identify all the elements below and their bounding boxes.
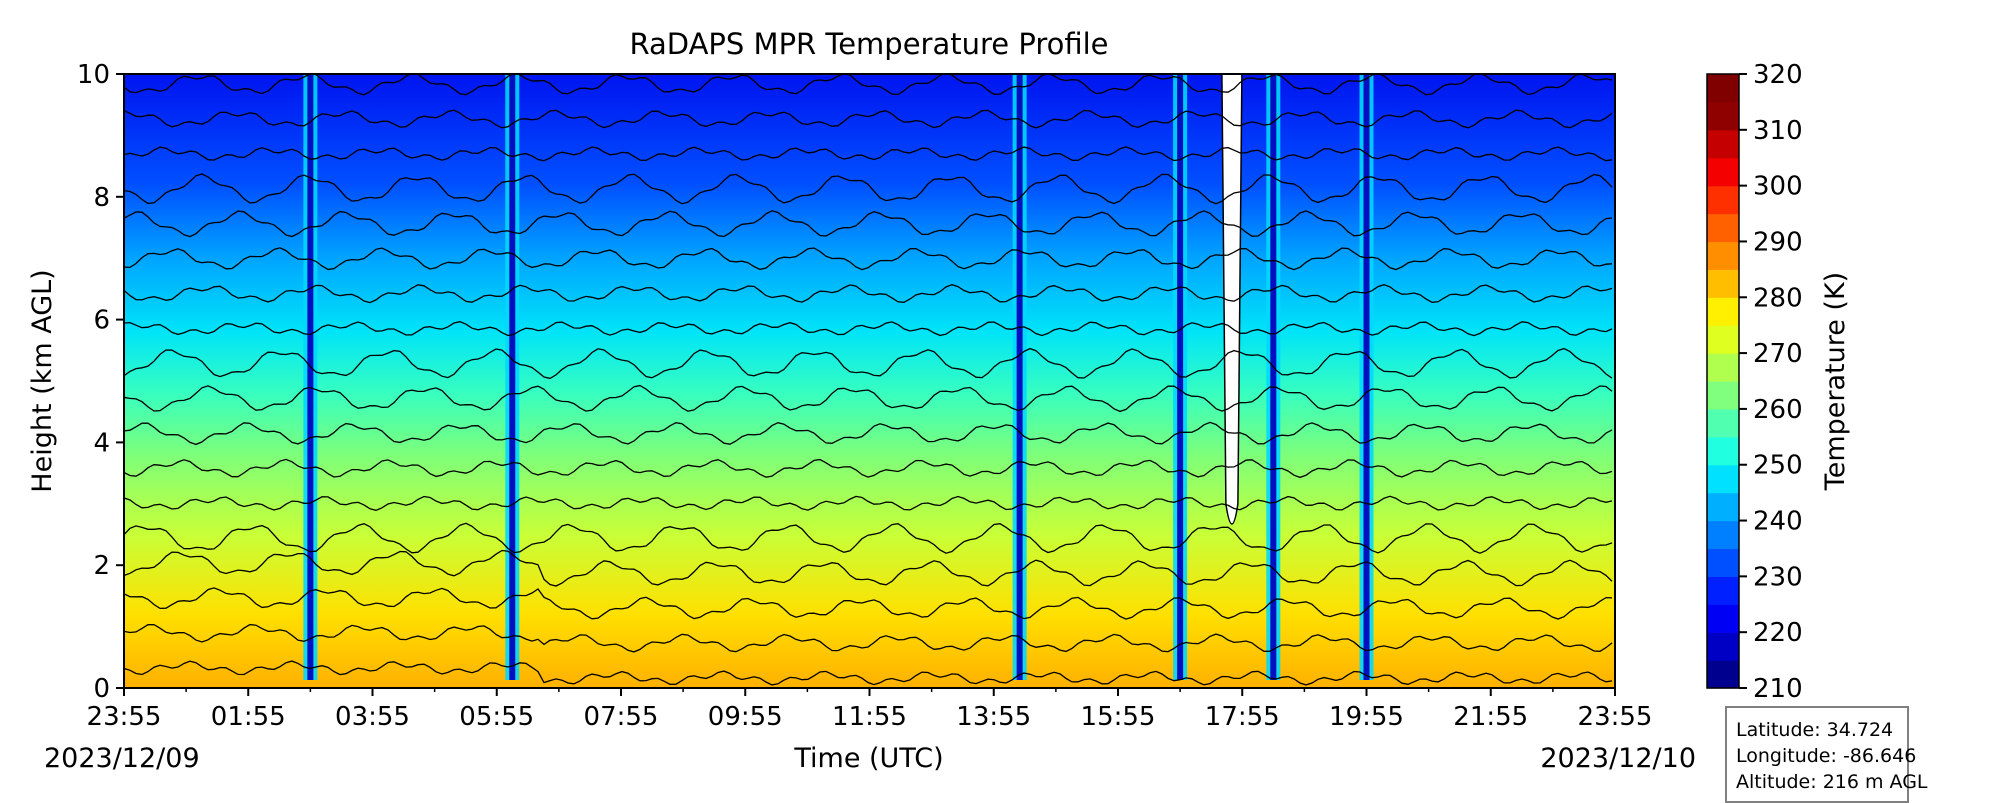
colorbar-tick-label: 320 [1753, 60, 1803, 90]
colorbar-level [1707, 269, 1739, 298]
date-end-label: 2023/12/10 [1540, 743, 1696, 774]
colorbar-label: Temperature (K) [1820, 272, 1851, 491]
cold-spike-core [1363, 74, 1370, 680]
contour-line [124, 173, 1613, 205]
x-axis-label: Time (UTC) [793, 743, 943, 774]
colorbar-level [1707, 297, 1739, 326]
colorbar-tick-label: 310 [1753, 116, 1803, 146]
colorbar-level [1707, 660, 1739, 689]
chart-title: RaDAPS MPR Temperature Profile [629, 27, 1108, 61]
contour-line [124, 284, 1613, 304]
temperature-field [124, 74, 1615, 688]
colorbar-tick-label: 290 [1753, 227, 1803, 257]
colorbar-tick-label: 210 [1753, 674, 1803, 704]
y-tick-label: 6 [93, 306, 110, 336]
y-tick-label: 8 [93, 183, 110, 213]
contour-line [124, 660, 1613, 686]
colorbar-frame [1706, 73, 1740, 689]
colorbar-level [1707, 520, 1739, 550]
x-tick-label: 11:55 [832, 702, 907, 732]
contour-layer [124, 74, 1613, 686]
contour-line [124, 522, 1613, 554]
cold-spike-core [1270, 74, 1277, 680]
x-tick-label: 21:55 [1453, 702, 1528, 732]
colorbar-tick-label: 230 [1753, 562, 1803, 592]
colorbar-tick-label: 300 [1753, 172, 1803, 202]
colorbar-level [1707, 129, 1739, 159]
plot-area [124, 74, 1615, 688]
x-tick-label: 23:55 [1578, 702, 1653, 732]
y-tick-label: 2 [93, 551, 110, 581]
x-tick-label: 05:55 [459, 702, 534, 732]
colorbar: 210 220 230 240 250 260 270 280 290 300 310 320 [1706, 60, 1803, 704]
cold-spike-core [509, 74, 516, 680]
contour-line [124, 321, 1613, 337]
colorbar-tick-label: 220 [1753, 618, 1803, 648]
y-axis: 0 2 4 6 8 10 [77, 60, 124, 704]
colorbar-level [1707, 213, 1739, 243]
y-tick-label: 0 [93, 674, 110, 704]
longitude-text: Longitude: -86.646 [1736, 745, 1917, 767]
x-tick-label: 01:55 [211, 702, 286, 732]
colorbar-tick-label: 280 [1753, 283, 1803, 313]
latitude-text: Latitude: 34.724 [1736, 719, 1894, 741]
y-tick-label: 10 [77, 60, 110, 90]
colorbar-level [1707, 381, 1739, 410]
cold-spike-core [307, 74, 314, 680]
colorbar-level [1707, 408, 1739, 438]
contour-line [124, 587, 1613, 620]
colorbar-level [1707, 548, 1739, 577]
colorbar-level [1707, 632, 1739, 661]
contour-line [124, 549, 1613, 587]
contour-line [124, 347, 1613, 380]
colorbar-level [1707, 185, 1739, 215]
colorbar-level [1707, 436, 1739, 466]
x-tick-label: 07:55 [584, 702, 659, 732]
colorbar-level [1707, 604, 1739, 633]
date-start-label: 2023/12/09 [44, 743, 200, 774]
x-tick-label: 09:55 [708, 702, 783, 732]
colorbar-level [1707, 464, 1739, 494]
x-tick-label: 13:55 [956, 702, 1031, 732]
colorbar-tick-label: 270 [1753, 339, 1803, 369]
contour-line [124, 109, 1613, 129]
x-axis: 23:55 01:55 03:55 05:55 07:55 09:55 11:55 13:55… [87, 688, 1653, 732]
colorbar-level [1707, 325, 1739, 354]
x-tick-label: 19:55 [1329, 702, 1404, 732]
contour-line [124, 247, 1613, 271]
contour-line [124, 146, 1613, 162]
colorbar-level [1707, 101, 1739, 131]
cold-spike-core [1016, 74, 1023, 680]
contour-line [124, 495, 1613, 511]
colorbar-level [1707, 492, 1739, 522]
contour-line [124, 421, 1613, 446]
altitude-text: Altitude: 216 m AGL [1736, 771, 1928, 793]
colorbar-tick-label: 250 [1753, 451, 1803, 481]
station-info-box: Latitude: 34.724 Longitude: -86.646 Alti… [1725, 706, 1928, 803]
contour-line [124, 210, 1613, 238]
colorbar-tick-label: 260 [1753, 395, 1803, 425]
contour-line [124, 384, 1613, 413]
colorbar-level [1707, 157, 1739, 187]
colorbar-level [1707, 241, 1739, 270]
y-axis-label: Height (km AGL) [27, 269, 58, 492]
x-tick-label: 17:55 [1205, 702, 1280, 732]
x-tick-label: 23:55 [87, 702, 162, 732]
contour-line [124, 623, 1613, 653]
contour-line [124, 458, 1613, 479]
y-tick-label: 4 [93, 428, 110, 458]
contour-line [124, 74, 1613, 96]
x-tick-label: 03:55 [335, 702, 410, 732]
colorbar-tick-label: 240 [1753, 507, 1803, 537]
colorbar-level [1707, 74, 1739, 103]
x-tick-label: 15:55 [1081, 702, 1156, 732]
colorbar-level [1707, 576, 1739, 605]
colorbar-level [1707, 353, 1739, 382]
